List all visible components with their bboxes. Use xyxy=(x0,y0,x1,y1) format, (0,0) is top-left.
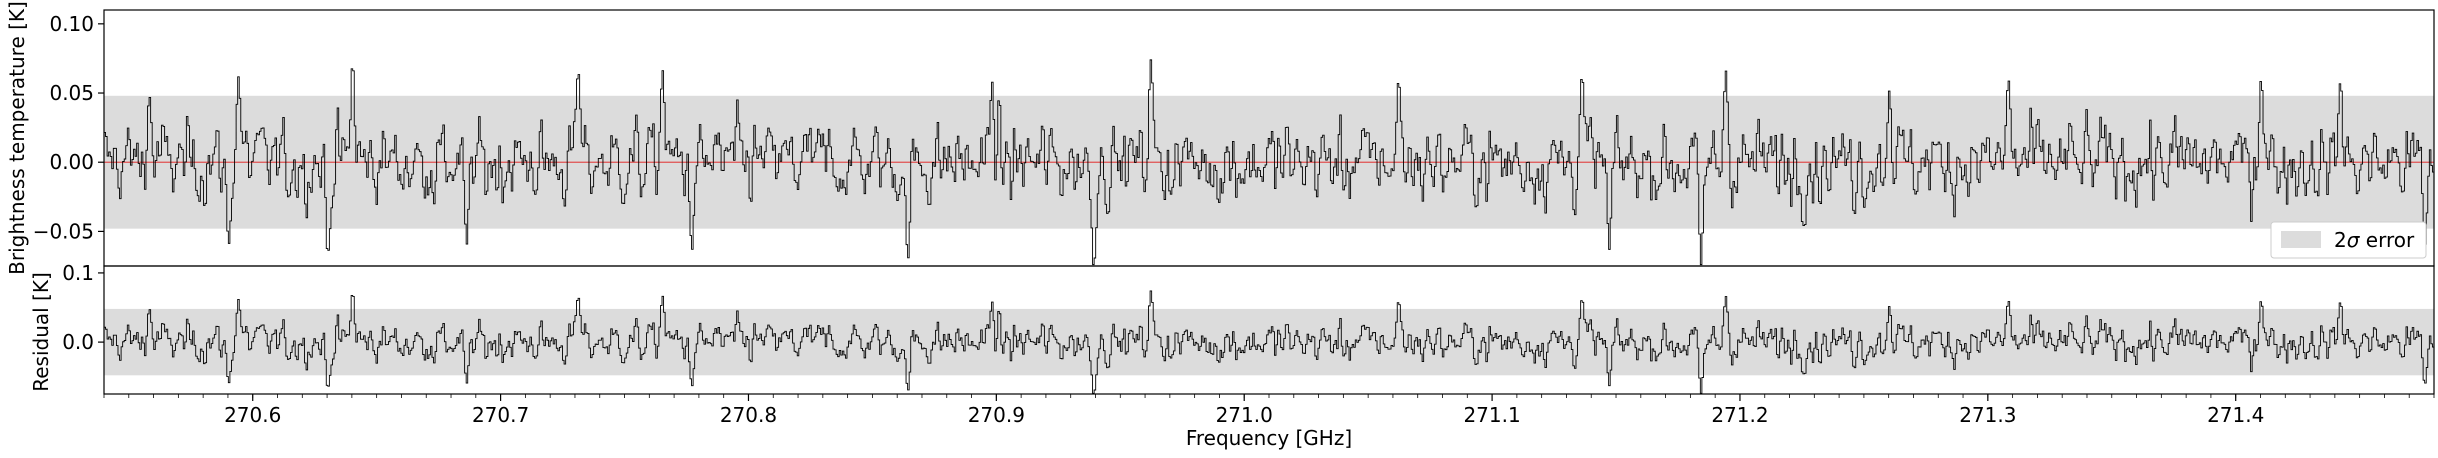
top-spectrum-layer xyxy=(104,59,2435,266)
x-tick-label: 271.0 xyxy=(1216,403,1273,427)
top-y-ticks: −0.05 0.00 0.05 0.10 xyxy=(33,12,104,243)
bottom-error-band-layer xyxy=(104,308,2434,376)
top-y-tick-label: −0.05 xyxy=(33,219,94,243)
bottom-error-band xyxy=(104,308,2434,376)
bottom-panel: 0.0 0.1 270.6 270.7 270.8 270.9 271.0 271.1 271… xyxy=(29,261,2435,450)
x-tick-label: 271.4 xyxy=(2207,403,2264,427)
legend-label: 2σ error xyxy=(2334,228,2415,252)
spectrum-line xyxy=(104,59,2435,266)
x-axis-label: Frequency [GHz] xyxy=(1186,426,1352,450)
x-tick-label: 270.8 xyxy=(720,403,777,427)
top-panel: −0.05 0.00 0.05 0.10 Brightness temperature… xyxy=(5,1,2435,275)
x-tick-label: 270.7 xyxy=(472,403,529,427)
bottom-x-ticks: 270.6 270.7 270.8 270.9 271.0 271.1 271.2 271.3… xyxy=(103,394,2435,427)
bottom-y-tick-label: 0.0 xyxy=(62,330,94,354)
x-tick-label: 270.6 xyxy=(224,403,281,427)
residual-line xyxy=(104,290,2435,394)
bottom-y-ticks: 0.0 0.1 xyxy=(62,261,104,354)
top-y-tick-label: 0.10 xyxy=(49,12,94,36)
x-tick-label: 271.2 xyxy=(1711,403,1768,427)
bottom-y-axis-label: Residual [K] xyxy=(29,272,53,392)
top-y-tick-label: 0.00 xyxy=(49,150,94,174)
top-y-axis-label: Brightness temperature [K] xyxy=(5,1,29,275)
top-y-tick-label: 0.05 xyxy=(49,81,94,105)
legend: 2σ error xyxy=(2270,221,2427,259)
legend-swatch xyxy=(2281,231,2321,248)
x-tick-label: 270.9 xyxy=(968,403,1025,427)
bottom-y-tick-label: 0.1 xyxy=(62,261,94,285)
bottom-residual-layer xyxy=(104,290,2435,394)
x-tick-label: 271.3 xyxy=(1959,403,2016,427)
x-tick-label: 271.1 xyxy=(1463,403,1520,427)
